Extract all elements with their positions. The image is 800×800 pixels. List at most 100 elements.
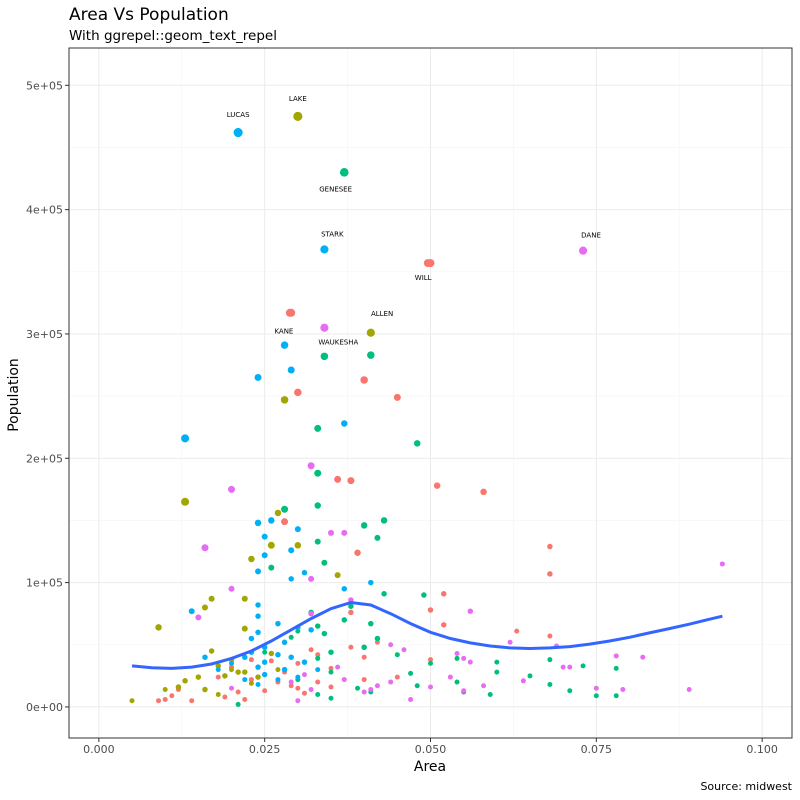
data-point-mi bbox=[494, 669, 500, 675]
data-point-mi bbox=[567, 688, 573, 694]
data-point-mi bbox=[315, 655, 321, 661]
data-point-mi bbox=[580, 663, 586, 669]
data-point-mi bbox=[454, 655, 460, 661]
data-point-il bbox=[288, 683, 294, 689]
point-label-will: WILL bbox=[415, 274, 432, 282]
data-point-mi bbox=[374, 635, 381, 642]
data-point-mi bbox=[494, 659, 500, 665]
data-point-in bbox=[202, 686, 208, 693]
data-point-in bbox=[201, 604, 208, 611]
data-point-wi bbox=[368, 687, 374, 693]
data-point-in bbox=[208, 648, 215, 654]
data-point-oh bbox=[268, 517, 275, 524]
data-point-oh bbox=[275, 651, 281, 658]
data-point-wi bbox=[520, 678, 526, 684]
chart-title: Area Vs Population bbox=[69, 5, 229, 25]
data-point-il bbox=[427, 607, 434, 613]
data-point-wi bbox=[640, 654, 646, 660]
x-axis-title: Area bbox=[414, 759, 446, 775]
point-label-lake: LAKE bbox=[289, 95, 307, 103]
data-point-il bbox=[295, 685, 301, 691]
data-point-il bbox=[480, 488, 487, 496]
data-point-mi bbox=[314, 538, 321, 545]
data-point-wi bbox=[328, 529, 335, 536]
data-point-wi bbox=[201, 544, 209, 552]
y-tick-label: 2e+05 bbox=[26, 452, 63, 465]
data-point-mi bbox=[321, 630, 328, 637]
data-point-il bbox=[347, 477, 355, 485]
data-point-wi bbox=[428, 684, 433, 690]
x-tick-label: 0.100 bbox=[746, 743, 778, 756]
data-point-il bbox=[441, 591, 447, 597]
data-point-mi bbox=[235, 701, 241, 707]
data-point-lucas bbox=[233, 128, 243, 138]
data-point-wi bbox=[229, 685, 235, 691]
data-point-in bbox=[175, 684, 182, 690]
x-tick-label: 0.000 bbox=[83, 743, 115, 756]
data-point-oh bbox=[242, 654, 248, 660]
data-point-il bbox=[248, 657, 254, 663]
data-point-dane bbox=[579, 246, 588, 255]
data-point-in bbox=[181, 497, 190, 506]
data-point-in bbox=[242, 669, 248, 675]
data-point-mi bbox=[414, 683, 420, 689]
data-point-mi bbox=[355, 685, 361, 691]
data-point-oh bbox=[202, 654, 208, 660]
point-label-dane: DANE bbox=[581, 232, 601, 240]
data-point-oh bbox=[188, 608, 195, 615]
data-point-il bbox=[547, 633, 553, 639]
data-point-mi bbox=[394, 652, 400, 658]
data-point-oh bbox=[301, 569, 308, 576]
data-point-il bbox=[235, 689, 241, 695]
data-point-oh bbox=[368, 579, 374, 586]
data-point-wi bbox=[401, 647, 407, 653]
chart-subtitle: With ggrepel::geom_text_repel bbox=[69, 28, 277, 44]
data-point-il bbox=[169, 693, 175, 699]
data-point-oh bbox=[255, 629, 261, 636]
data-point-oh bbox=[254, 373, 262, 381]
data-point-il bbox=[328, 665, 334, 671]
data-point-oh bbox=[215, 667, 221, 673]
data-point-oh bbox=[181, 434, 190, 443]
data-point-in bbox=[182, 678, 188, 684]
data-point-in bbox=[241, 595, 248, 602]
data-point-oh bbox=[288, 547, 295, 554]
data-point-mi bbox=[314, 469, 322, 477]
data-point-il bbox=[295, 660, 301, 666]
data-point-mi bbox=[428, 660, 433, 666]
smooth-trend-line bbox=[131, 600, 723, 670]
data-point-il bbox=[215, 674, 221, 680]
data-point-mi bbox=[268, 564, 275, 571]
data-point-in bbox=[334, 572, 341, 579]
data-point-mi bbox=[328, 695, 334, 701]
data-point-oh bbox=[229, 660, 235, 666]
data-point-mi bbox=[613, 665, 619, 671]
data-point-mi bbox=[413, 440, 421, 447]
data-point-oh bbox=[308, 627, 314, 633]
data-points bbox=[129, 111, 725, 707]
data-point-allen bbox=[366, 328, 375, 337]
data-point-oh bbox=[288, 576, 294, 582]
data-point-il bbox=[361, 654, 367, 660]
data-point-oh bbox=[301, 659, 308, 665]
data-point-il bbox=[162, 696, 168, 702]
data-point-in bbox=[248, 555, 255, 563]
data-point-in bbox=[162, 687, 168, 693]
data-point-oh bbox=[287, 366, 295, 374]
data-point-mi bbox=[408, 670, 414, 676]
data-point-il bbox=[394, 674, 400, 680]
data-point-wi bbox=[719, 561, 725, 567]
data-point-wi bbox=[567, 664, 573, 670]
data-point-mi bbox=[374, 534, 381, 541]
data-point-il bbox=[281, 518, 289, 526]
data-point-mi bbox=[328, 669, 334, 675]
data-point-wi bbox=[228, 485, 236, 493]
data-point-oh bbox=[341, 420, 348, 427]
data-point-il bbox=[268, 658, 274, 664]
y-axis-ticks: 0e+00 1e+05 2e+05 3e+05 4e+05 5e+05 bbox=[26, 79, 69, 714]
data-point-mi bbox=[314, 502, 321, 509]
data-point-genesee bbox=[340, 168, 349, 177]
major-gridlines bbox=[69, 48, 792, 738]
